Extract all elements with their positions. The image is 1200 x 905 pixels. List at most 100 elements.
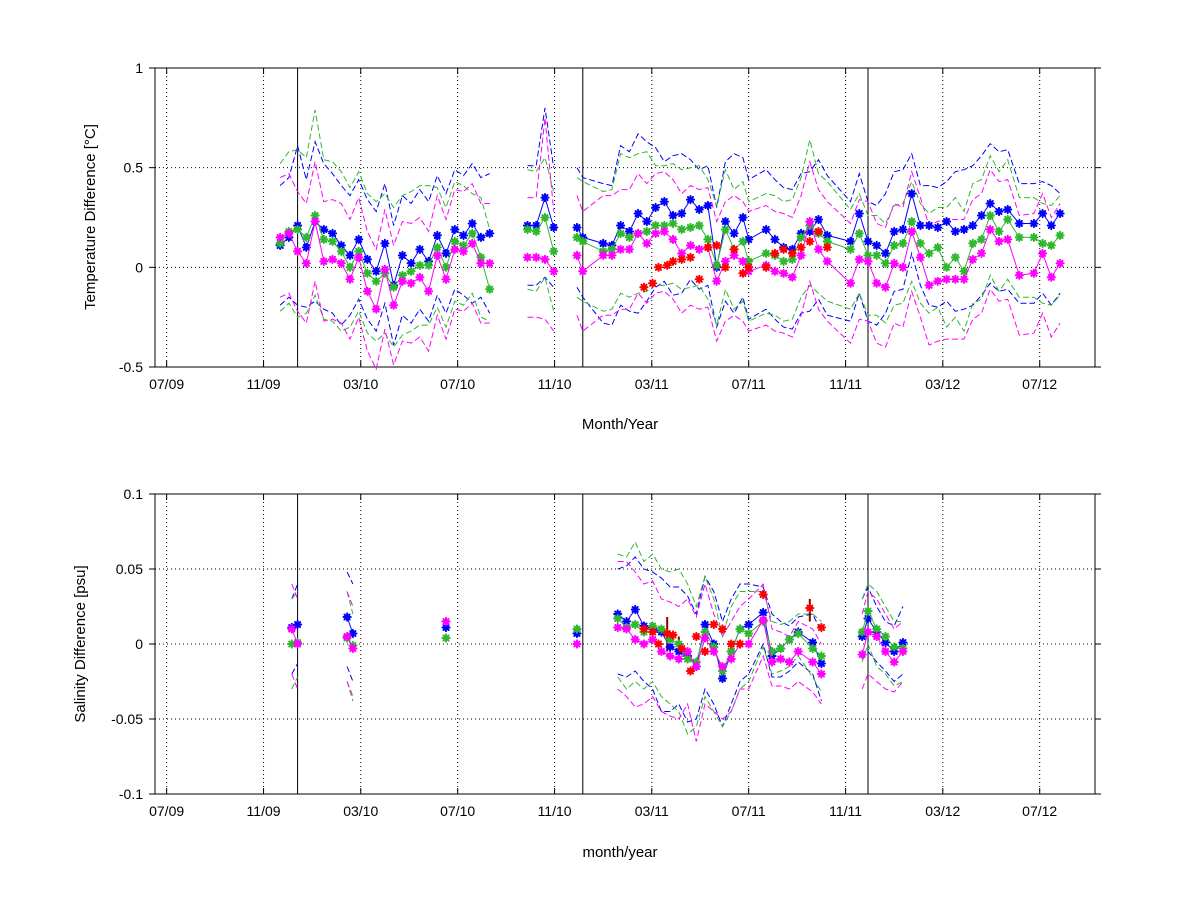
temperature-data-point [336, 240, 346, 250]
temperature-data-point [738, 236, 748, 246]
salinity-data-point [872, 631, 882, 642]
temperature-data-point [1029, 232, 1039, 242]
temperature-data-point [677, 208, 687, 219]
salinity-data-point [793, 628, 803, 639]
temperature-data-point [796, 232, 806, 242]
temperature-data-point [1014, 218, 1024, 229]
temperature-data-point [354, 246, 364, 256]
temperature-data-point [648, 278, 658, 288]
temperature-data-point [389, 282, 399, 292]
salinity-band-upper [291, 540, 903, 639]
temperature-data-point [822, 236, 832, 246]
salinity-x-tick-label: 11/09 [247, 803, 281, 819]
salinity-series-line [291, 618, 904, 675]
temperature-data-point [450, 244, 460, 254]
temperature-data-point [677, 248, 687, 258]
salinity-data-point [287, 624, 297, 634]
temperature-band-upper [279, 109, 1061, 230]
salinity-y-tick-label: 0.05 [116, 561, 143, 577]
salinity-data-point [685, 666, 696, 676]
temperature-data-point [616, 220, 626, 231]
salinity-data-point [808, 657, 818, 667]
temperature-data-point [441, 248, 451, 258]
temperature-data-point [720, 262, 730, 272]
salinity-x-tick-label: 03/10 [343, 803, 378, 819]
temperature-data-point [1038, 238, 1048, 248]
temperature-data-point [779, 268, 789, 278]
temperature-data-point [822, 256, 832, 266]
temperature-data-point [549, 222, 559, 233]
temperature-data-point [907, 216, 917, 227]
temperature-data-point [744, 234, 754, 244]
temperature-data-point [624, 226, 634, 237]
temperature-data-point [293, 246, 303, 256]
temperature-data-point [345, 262, 355, 272]
salinity-data-point [816, 651, 826, 661]
temperature-data-point [319, 256, 329, 266]
temperature-data-point [968, 220, 978, 231]
temperature-data-point [779, 244, 789, 254]
temperature-data-point [729, 228, 739, 238]
salinity-y-tick-label: 0 [135, 636, 143, 652]
temperature-data-point [633, 208, 643, 219]
temperature-data-point [976, 234, 987, 244]
temperature-data-point [985, 198, 995, 209]
temperature-data-point [872, 278, 882, 288]
temperature-data-point [924, 248, 934, 258]
temperature-data-point [1055, 208, 1065, 219]
temperature-data-point [458, 240, 469, 250]
temperature-data-point [362, 254, 372, 264]
temperature-data-point [703, 242, 713, 252]
temperature-data-point [432, 230, 442, 240]
temperature-band [279, 107, 1061, 346]
temperature-x-tick-label: 07/12 [1022, 376, 1057, 392]
salinity-data-point [726, 654, 736, 664]
temperature-data-point [415, 272, 425, 282]
temperature-data-point [284, 228, 294, 238]
salinity-x-tick-label: 11/11 [829, 803, 862, 819]
salinity-band [291, 556, 904, 728]
salinity-data-point [648, 634, 658, 645]
temperature-data-point [729, 244, 739, 254]
salinity-data-point [572, 639, 582, 649]
temperature-data-point [985, 210, 995, 221]
salinity-x-tick-label: 07/12 [1022, 803, 1057, 819]
salinity-data-point [700, 646, 710, 657]
temperature-data-point [651, 228, 661, 238]
temperature-data-point [642, 216, 652, 227]
salinity-data-point [889, 642, 899, 652]
salinity-data-point [648, 621, 658, 631]
salinity-data-point [613, 622, 623, 633]
temperature-data-point [761, 248, 771, 258]
temperature-data-point [540, 212, 550, 223]
temperature-data-point [531, 220, 541, 231]
temperature-band-lower [279, 274, 1061, 348]
salinity-data-point [665, 651, 675, 661]
temperature-data-point [712, 260, 722, 270]
salinity-data-point [758, 589, 768, 600]
temperature-data-point [863, 250, 873, 260]
temperature-data-point [712, 276, 722, 286]
temperature-y-tick-label: 0.5 [124, 160, 144, 176]
temperature-data-point [522, 224, 533, 235]
salinity-data-point [630, 604, 640, 615]
salinity-series [287, 615, 908, 679]
temperature-y-tick-label: 1 [135, 60, 143, 76]
temperature-plot-frame [154, 67, 1096, 368]
salinity-data-point [758, 615, 768, 625]
salinity-data-point [863, 613, 873, 624]
temperature-data-point [467, 218, 477, 229]
salinity-x-axis-label: month/year [582, 844, 657, 861]
salinity-x-tick-label: 07/11 [732, 803, 766, 819]
temperature-data-point [275, 232, 285, 242]
temperature-data-point [889, 258, 899, 268]
temperature-band-upper [279, 107, 1061, 226]
salinity-data-point [653, 639, 664, 649]
salinity-data-point [767, 646, 777, 657]
temperature-data-point [1003, 234, 1013, 244]
temperature-data-point [397, 276, 407, 286]
salinity-data-point [677, 643, 687, 654]
temperature-data-point [796, 250, 806, 260]
temperature-data-point [540, 254, 550, 264]
salinity-data-point [744, 639, 754, 649]
